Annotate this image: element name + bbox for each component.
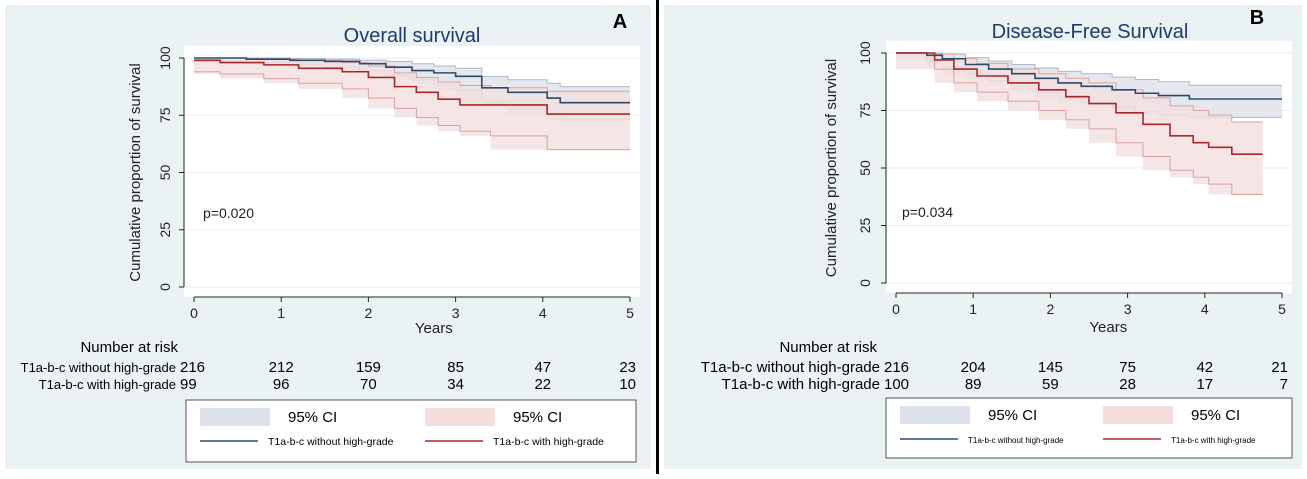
risk-count: 23 xyxy=(619,359,636,376)
y-tick-label: 0 xyxy=(857,279,873,287)
risk-count: 22 xyxy=(534,376,551,393)
survival-line xyxy=(896,52,1282,100)
survival-line xyxy=(194,57,630,104)
chart-title: Disease-Free Survival xyxy=(992,21,1189,43)
legend-ci-label: 95% CI xyxy=(988,407,1037,424)
p-value-annotation: p=0.020 xyxy=(203,205,254,221)
y-tick-label: 75 xyxy=(157,107,173,123)
x-tick-label: 1 xyxy=(277,305,285,321)
x-tick-label: 0 xyxy=(190,305,198,321)
risk-count: 85 xyxy=(447,359,464,376)
y-tick-label: 100 xyxy=(157,46,173,70)
risk-count: 28 xyxy=(1119,376,1136,393)
risk-row-label: T1a-b-c without high-grade xyxy=(701,359,880,376)
y-tick-label: 75 xyxy=(857,103,873,119)
legend-ci-swatch xyxy=(900,406,970,424)
risk-count: 75 xyxy=(1119,359,1136,376)
x-tick-label: 3 xyxy=(452,305,460,321)
y-tick-label: 100 xyxy=(857,41,873,65)
legend-line-label: T1a-b-c without high-grade xyxy=(268,436,394,448)
legend: 95% CI 95% CI T1a-b-c without high-grade T1… xyxy=(885,397,1293,459)
risk-count: 42 xyxy=(1196,359,1213,376)
legend-ci-swatch xyxy=(425,408,495,426)
risk-count: 10 xyxy=(619,376,636,393)
y-tick-label: 50 xyxy=(857,160,873,176)
x-tick-label: 2 xyxy=(365,305,373,321)
x-tick-label: 2 xyxy=(1047,301,1055,317)
risk-table-header: Number at risk xyxy=(80,339,178,356)
x-tick-label: 5 xyxy=(626,305,634,321)
risk-table-header: Number at risk xyxy=(779,339,877,356)
risk-row-label: T1a-b-c without high-grade xyxy=(21,360,176,375)
risk-count: 145 xyxy=(1038,359,1063,376)
risk-count: 100 xyxy=(884,376,909,393)
p-value-annotation: p=0.034 xyxy=(902,204,953,220)
y-tick-label: 0 xyxy=(157,283,173,291)
legend-ci-label: 95% CI xyxy=(288,409,337,426)
x-tick-label: 0 xyxy=(892,301,900,317)
panel-divider xyxy=(656,0,659,474)
legend-line-label: T1a-b-c with high-grade xyxy=(493,436,604,448)
legend-ci-swatch xyxy=(1103,406,1173,424)
risk-count: 34 xyxy=(447,376,464,393)
ci-band xyxy=(194,58,630,150)
legend: 95% CI 95% CI T1a-b-c without high-grade T1… xyxy=(185,399,637,463)
risk-row-label: T1a-b-c with high-grade xyxy=(722,376,880,393)
x-tick-label: 1 xyxy=(969,301,977,317)
ci-upper-line xyxy=(194,57,630,88)
x-axis-label: Years xyxy=(1089,319,1127,336)
risk-count: 21 xyxy=(1271,359,1288,376)
panel-label: A xyxy=(613,11,627,33)
risk-count: 96 xyxy=(273,376,290,393)
risk-row-label: T1a-b-c with high-grade xyxy=(39,377,176,392)
survival-line xyxy=(194,59,630,115)
x-tick-label: 4 xyxy=(1201,301,1209,317)
legend-ci-swatch xyxy=(200,408,270,426)
risk-count: 70 xyxy=(360,376,377,393)
risk-count: 17 xyxy=(1196,376,1213,393)
y-tick-label: 50 xyxy=(157,165,173,181)
y-tick-label: 25 xyxy=(857,218,873,234)
legend-line-label: T1a-b-c without high-grade xyxy=(968,436,1064,445)
legend-ci-label: 95% CI xyxy=(513,409,562,426)
x-tick-label: 5 xyxy=(1278,301,1286,317)
risk-count: 7 xyxy=(1280,376,1288,393)
ci-lower-line xyxy=(194,71,630,151)
survival-line xyxy=(896,52,1263,155)
ci-lower-line xyxy=(896,52,1263,195)
x-axis-label: Years xyxy=(415,320,453,337)
risk-count: 159 xyxy=(356,359,381,376)
y-axis-label: Cumulative proportion of survival xyxy=(127,63,144,281)
risk-count: 59 xyxy=(1042,376,1059,393)
risk-count: 47 xyxy=(534,359,551,376)
risk-count: 216 xyxy=(884,359,909,376)
ci-band xyxy=(896,53,1263,195)
risk-count: 212 xyxy=(269,359,294,376)
x-tick-label: 3 xyxy=(1124,301,1132,317)
ci-upper-line xyxy=(896,52,1282,86)
risk-count: 99 xyxy=(180,376,197,393)
panel-label: B xyxy=(1250,7,1264,29)
risk-count: 216 xyxy=(180,359,205,376)
panel-b: 0 25 50 75 100 0 1 2 3 4 5 Cumulative proportion of… xyxy=(664,5,1302,469)
x-tick-label: 4 xyxy=(539,305,547,321)
legend-ci-label: 95% CI xyxy=(1191,407,1240,424)
y-tick-label: 25 xyxy=(157,222,173,238)
chart-title: Overall survival xyxy=(344,25,481,47)
legend-line-label: T1a-b-c with high-grade xyxy=(1171,436,1256,445)
risk-count: 204 xyxy=(961,359,986,376)
y-axis-label: Cumulative proportion of survival xyxy=(823,59,840,277)
risk-count: 89 xyxy=(965,376,982,393)
